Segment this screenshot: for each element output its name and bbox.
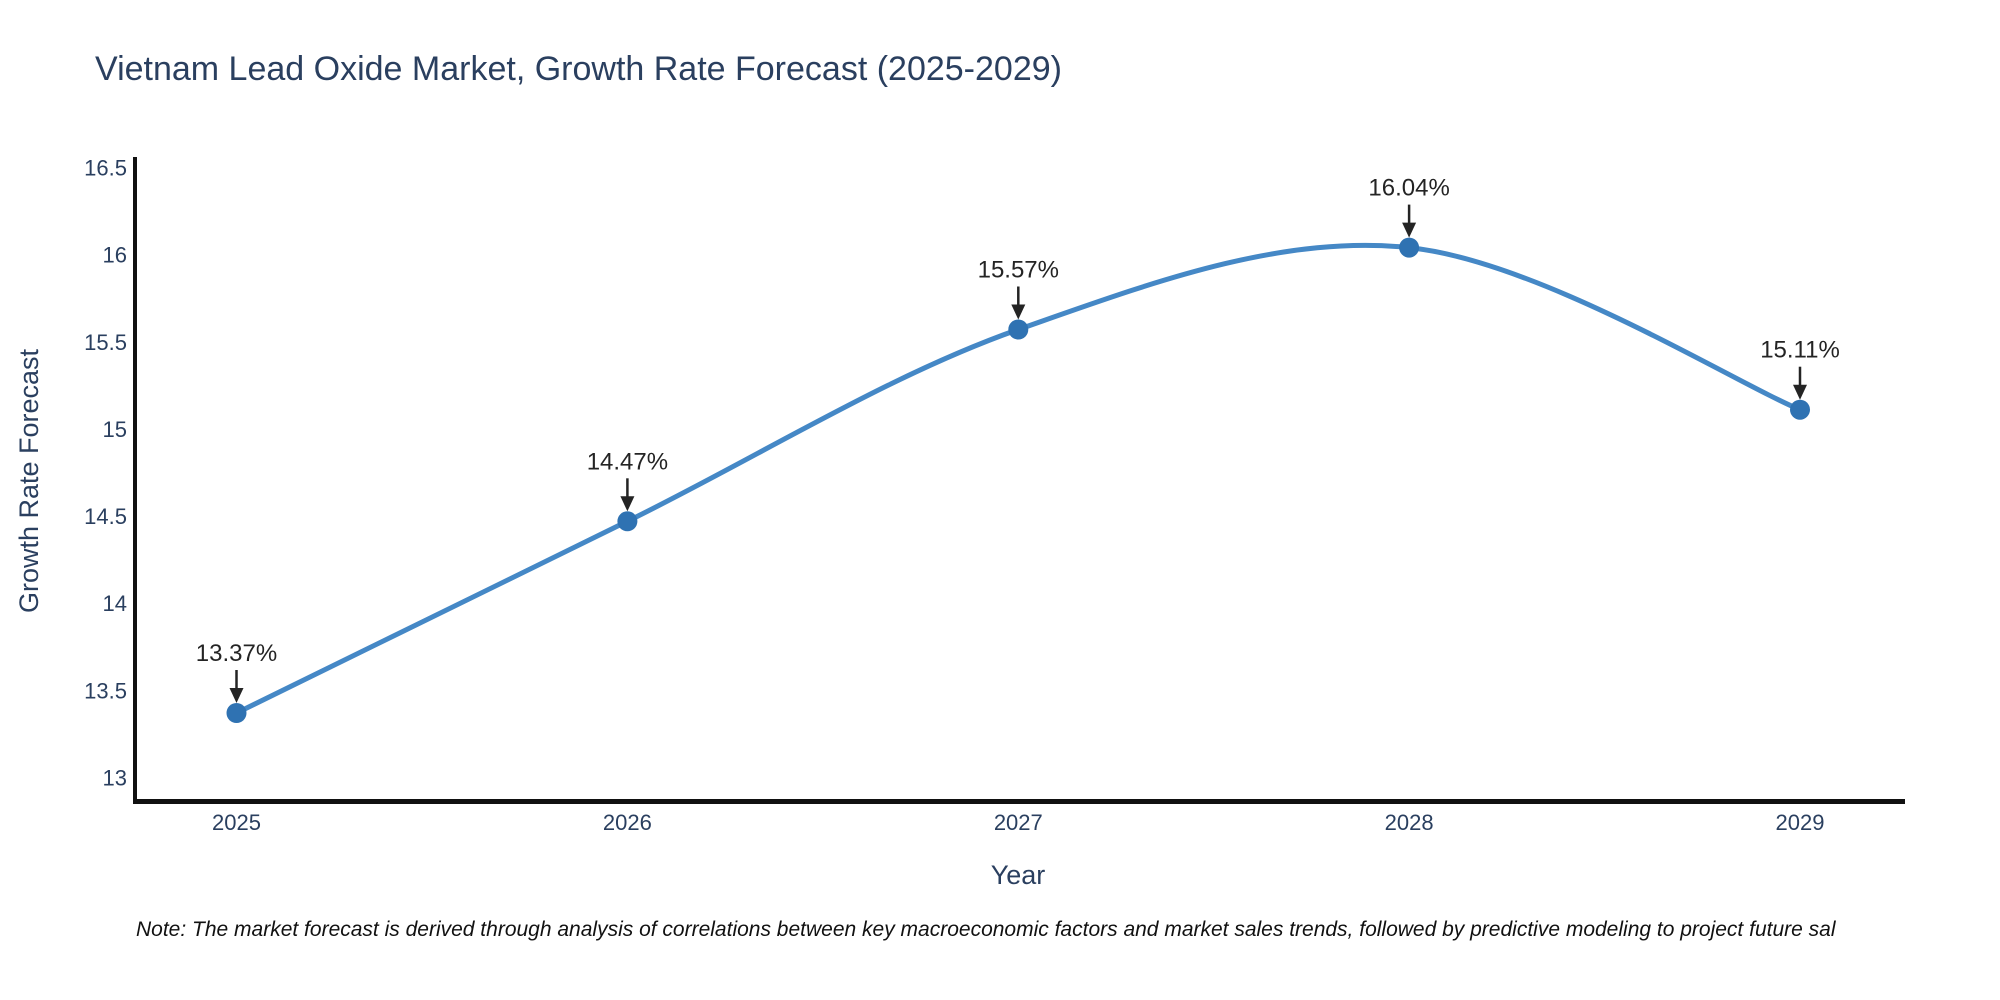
x-tick-label: 2028 <box>1385 810 1434 835</box>
x-tick-label: 2027 <box>994 810 1043 835</box>
y-axis-title: Growth Rate Forecast <box>14 348 44 613</box>
y-tick-label: 15.5 <box>84 330 127 355</box>
x-axis-line <box>133 799 1905 804</box>
data-point-marker[interactable] <box>1399 237 1420 258</box>
y-tick-label: 16.5 <box>84 155 127 180</box>
annotation-arrowhead-icon <box>1011 304 1026 320</box>
y-tick-label: 15 <box>103 417 127 442</box>
point-value-label: 15.11% <box>1760 337 1840 364</box>
point-annotation: 15.11% <box>1760 337 1840 400</box>
y-axis-line <box>133 157 137 804</box>
data-point-marker[interactable] <box>1008 319 1029 340</box>
x-tick-label: 2025 <box>212 810 261 835</box>
data-point-marker[interactable] <box>226 703 247 723</box>
point-value-label: 13.37% <box>196 640 277 667</box>
data-point-marker[interactable] <box>617 511 638 532</box>
y-tick-label: 13 <box>103 766 127 791</box>
footnote: Note: The market forecast is derived thr… <box>136 918 1837 941</box>
y-tick-label: 14 <box>103 591 127 616</box>
annotation-arrowhead-icon <box>229 688 244 703</box>
point-annotation: 15.57% <box>978 257 1059 320</box>
annotation-arrowhead-icon <box>620 496 635 512</box>
point-annotation: 13.37% <box>196 640 277 703</box>
annotation-arrowhead-icon <box>1793 384 1807 400</box>
x-axis-ticks: 2025 2026 2027 2028 2029 <box>212 810 1824 835</box>
point-value-label: 14.47% <box>587 448 668 475</box>
point-annotations: 13.37% 14.47% 15.57% 16.04% 15.11% <box>196 175 1840 703</box>
x-axis-title: Year <box>991 860 1046 890</box>
y-axis-ticks: 13 13.5 14 14.5 15 15.5 16 16.5 <box>84 155 127 790</box>
x-tick-label: 2029 <box>1776 810 1825 835</box>
point-value-label: 15.57% <box>978 257 1059 284</box>
point-annotation: 14.47% <box>587 448 668 512</box>
point-value-label: 16.04% <box>1368 175 1449 202</box>
data-point-marker[interactable] <box>1790 399 1810 420</box>
y-tick-label: 16 <box>103 243 127 268</box>
chart-title: Vietnam Lead Oxide Market, Growth Rate F… <box>95 50 1062 88</box>
point-annotation: 16.04% <box>1368 175 1450 238</box>
y-tick-label: 14.5 <box>84 504 127 529</box>
y-tick-label: 13.5 <box>84 678 127 703</box>
data-points <box>226 237 1810 723</box>
x-tick-label: 2026 <box>603 810 652 835</box>
annotation-arrowhead-icon <box>1402 222 1417 238</box>
